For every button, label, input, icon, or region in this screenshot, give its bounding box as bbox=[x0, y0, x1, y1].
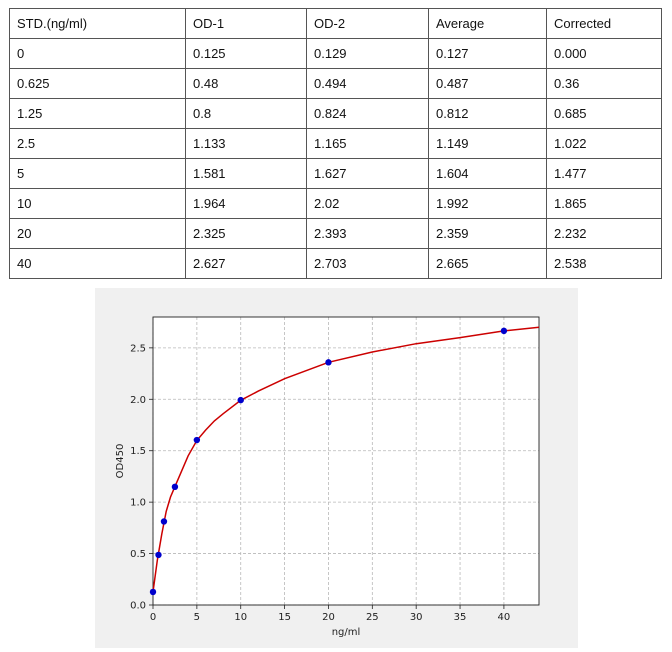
header-average: Average bbox=[428, 8, 547, 39]
cell-std: 40 bbox=[9, 248, 186, 279]
cell-od1: 0.125 bbox=[185, 38, 307, 69]
cell-od2: 2.703 bbox=[306, 248, 429, 279]
fit-curve-line bbox=[152, 326, 540, 593]
data-point bbox=[500, 327, 508, 335]
cell-std: 0 bbox=[9, 38, 186, 69]
cell-od2: 1.165 bbox=[306, 128, 429, 159]
cell-od1: 2.325 bbox=[185, 218, 307, 249]
header-od1: OD-1 bbox=[185, 8, 307, 39]
y-axis-label: OD450 bbox=[115, 444, 126, 479]
cell-average: 1.992 bbox=[428, 188, 547, 219]
table-row: 10 1.964 2.02 1.992 1.865 bbox=[9, 188, 662, 219]
cell-average: 2.359 bbox=[428, 218, 547, 249]
cell-average: 0.812 bbox=[428, 98, 547, 129]
plot-area bbox=[153, 317, 539, 605]
standard-curve-chart: 0 5 10 15 20 25 30 35 40 0.0 0.5 1.0 1.5 2.0 2.5 ng/ml… bbox=[115, 316, 540, 638]
table-header-row: STD.(ng/ml) OD-1 OD-2 Average Corrected bbox=[9, 8, 662, 39]
data-point bbox=[160, 518, 168, 525]
data-point bbox=[325, 359, 332, 366]
cell-average: 0.127 bbox=[428, 38, 547, 69]
cell-od1: 0.48 bbox=[185, 68, 307, 99]
cell-std: 2.5 bbox=[9, 128, 186, 159]
data-point bbox=[237, 396, 244, 404]
cell-average: 1.604 bbox=[428, 158, 547, 189]
cell-corrected: 1.865 bbox=[546, 188, 662, 219]
y-tick-label: 1.0 bbox=[130, 498, 146, 509]
cell-std: 1.25 bbox=[9, 98, 186, 129]
header-corrected: Corrected bbox=[546, 8, 662, 39]
cell-corrected: 0.000 bbox=[546, 38, 662, 69]
cell-std: 0.625 bbox=[9, 68, 186, 99]
cell-od1: 1.964 bbox=[185, 188, 307, 219]
x-tick-label: 10 bbox=[234, 612, 247, 623]
axes: 0 5 10 15 20 25 30 35 40 0.0 0.5 1.0 1.5 2.0 2.5 bbox=[130, 316, 540, 623]
cell-std: 20 bbox=[9, 218, 186, 249]
data-points bbox=[149, 327, 508, 596]
header-od2: OD-2 bbox=[306, 8, 429, 39]
data-point bbox=[149, 588, 157, 596]
x-tick-label: 15 bbox=[278, 612, 291, 623]
cell-std: 10 bbox=[9, 188, 186, 219]
table-row: 0.625 0.48 0.494 0.487 0.36 bbox=[9, 68, 662, 99]
cell-corrected: 0.685 bbox=[546, 98, 662, 129]
y-tick-label: 0.5 bbox=[130, 549, 146, 560]
table-row: 20 2.325 2.393 2.359 2.232 bbox=[9, 218, 662, 249]
x-tick-label: 35 bbox=[454, 612, 467, 623]
cell-od1: 1.581 bbox=[185, 158, 307, 189]
standards-table: STD.(ng/ml) OD-1 OD-2 Average Corrected … bbox=[9, 8, 662, 279]
x-tick-label: 25 bbox=[366, 612, 379, 623]
cell-corrected: 2.538 bbox=[546, 248, 662, 279]
cell-average: 2.665 bbox=[428, 248, 547, 279]
cell-od2: 2.02 bbox=[306, 188, 429, 219]
plot-frame bbox=[152, 316, 540, 606]
y-tick-label: 0.0 bbox=[130, 601, 146, 612]
cell-corrected: 2.232 bbox=[546, 218, 662, 249]
y-tick-label: 2.5 bbox=[130, 343, 146, 354]
y-tick-label: 2.0 bbox=[130, 395, 146, 406]
data-point bbox=[155, 551, 162, 559]
cell-od2: 1.627 bbox=[306, 158, 429, 189]
x-axis-label: ng/ml bbox=[332, 627, 361, 638]
cell-corrected: 1.477 bbox=[546, 158, 662, 189]
cell-corrected: 1.022 bbox=[546, 128, 662, 159]
x-tick-label: 5 bbox=[194, 612, 200, 623]
cell-average: 0.487 bbox=[428, 68, 547, 99]
cell-od2: 0.129 bbox=[306, 38, 429, 69]
cell-od1: 2.627 bbox=[185, 248, 307, 279]
cell-od2: 2.393 bbox=[306, 218, 429, 249]
cell-od1: 1.133 bbox=[185, 128, 307, 159]
header-std: STD.(ng/ml) bbox=[9, 8, 186, 39]
data-point bbox=[171, 483, 179, 491]
table-row: 0 0.125 0.129 0.127 0.000 bbox=[9, 38, 662, 69]
data-point bbox=[193, 436, 201, 444]
x-tick-label: 30 bbox=[410, 612, 423, 623]
cell-od2: 0.824 bbox=[306, 98, 429, 129]
cell-corrected: 0.36 bbox=[546, 68, 662, 99]
x-tick-label: 0 bbox=[150, 612, 156, 623]
cell-od2: 0.494 bbox=[306, 68, 429, 99]
standard-curve-panel: 0 5 10 15 20 25 30 35 40 0.0 0.5 1.0 1.5 2.0 2.5 ng/ml… bbox=[95, 288, 578, 648]
cell-od1: 0.8 bbox=[185, 98, 307, 129]
table-row: 40 2.627 2.703 2.665 2.538 bbox=[9, 248, 662, 279]
x-tick-label: 20 bbox=[322, 612, 335, 623]
y-tick-label: 1.5 bbox=[130, 446, 146, 457]
cell-std: 5 bbox=[9, 158, 186, 189]
cell-average: 1.149 bbox=[428, 128, 547, 159]
table-row: 1.25 0.8 0.824 0.812 0.685 bbox=[9, 98, 662, 129]
table-row: 5 1.581 1.627 1.604 1.477 bbox=[9, 158, 662, 189]
x-tick-label: 40 bbox=[498, 612, 511, 623]
table-row: 2.5 1.133 1.165 1.149 1.022 bbox=[9, 128, 662, 159]
